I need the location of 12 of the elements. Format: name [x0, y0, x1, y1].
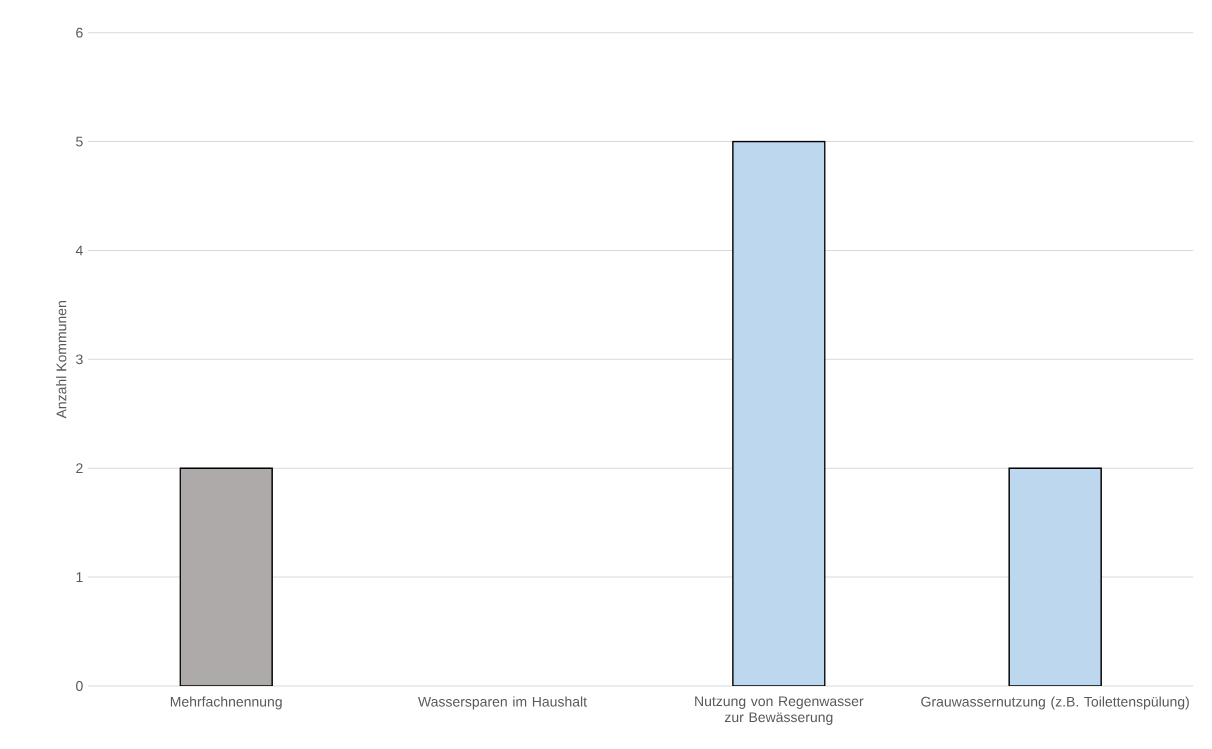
y-tick-label: 5 — [76, 136, 83, 147]
x-tick-label: Grauwassernutzung (z.B. Toilettenspülung) — [921, 696, 1189, 710]
y-tick-label: 4 — [75, 245, 83, 256]
x-tick-label: Mehrfachnennung — [170, 696, 282, 710]
y-tick-label: 0 — [76, 680, 83, 691]
y-tick-label: 3 — [76, 354, 83, 365]
x-tick-label: Wassersparen im Haushalt — [418, 696, 587, 710]
y-tick-label: 6 — [76, 27, 83, 38]
y-tick-label: 2 — [76, 463, 83, 473]
y-tick-label: 1 — [76, 572, 83, 582]
x-tick-label: Nutzung von Regenwasser zur Bewässerung — [695, 696, 864, 725]
y-axis-title: Anzahl Kommunen — [56, 300, 67, 419]
